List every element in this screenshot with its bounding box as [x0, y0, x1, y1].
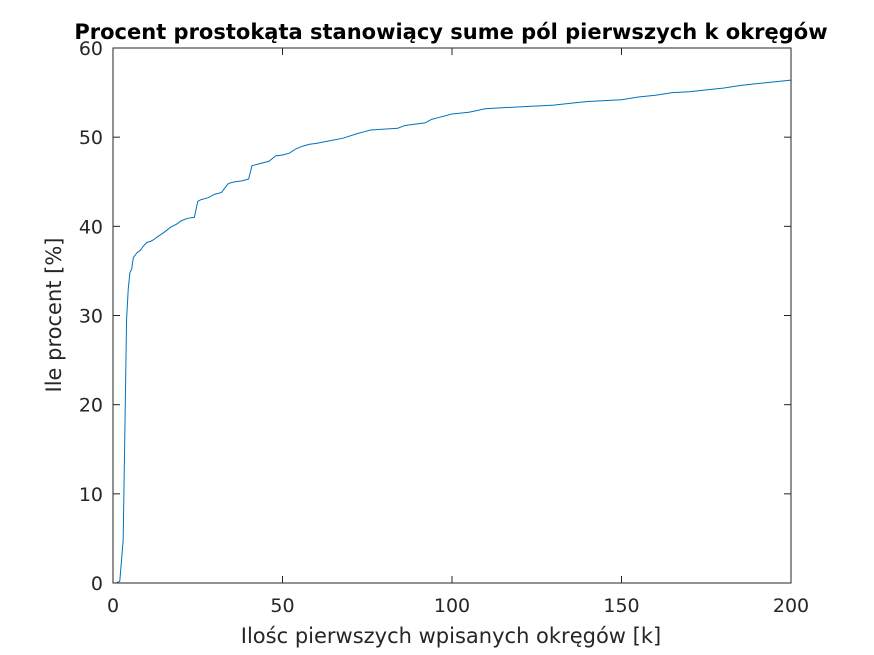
plot-area	[113, 48, 791, 583]
x-tick-label: 0	[107, 595, 119, 617]
x-axis-label: Ilośc pierwszych wpisanych okręgów [k]	[241, 624, 661, 648]
chart-title: Procent prostokąta stanowiący sume pól p…	[74, 20, 827, 44]
x-tick-label: 200	[773, 595, 809, 617]
y-tick-label: 20	[79, 395, 103, 417]
x-axis-ticks: 0 50 100 150 200	[107, 48, 809, 617]
y-axis-label: Ile procent [%]	[42, 238, 66, 393]
y-tick-label: 50	[79, 127, 103, 149]
y-tick-label: 0	[91, 573, 103, 595]
y-tick-label: 60	[79, 38, 103, 60]
series-line	[113, 79, 792, 584]
y-tick-label: 10	[79, 484, 103, 506]
y-tick-label: 40	[79, 216, 103, 238]
y-tick-label: 30	[79, 306, 103, 328]
y-axis-ticks: 0 10 20 30 40 50 60	[79, 38, 791, 595]
x-tick-label: 50	[270, 595, 294, 617]
x-tick-label: 150	[603, 595, 639, 617]
x-tick-label: 100	[434, 595, 470, 617]
